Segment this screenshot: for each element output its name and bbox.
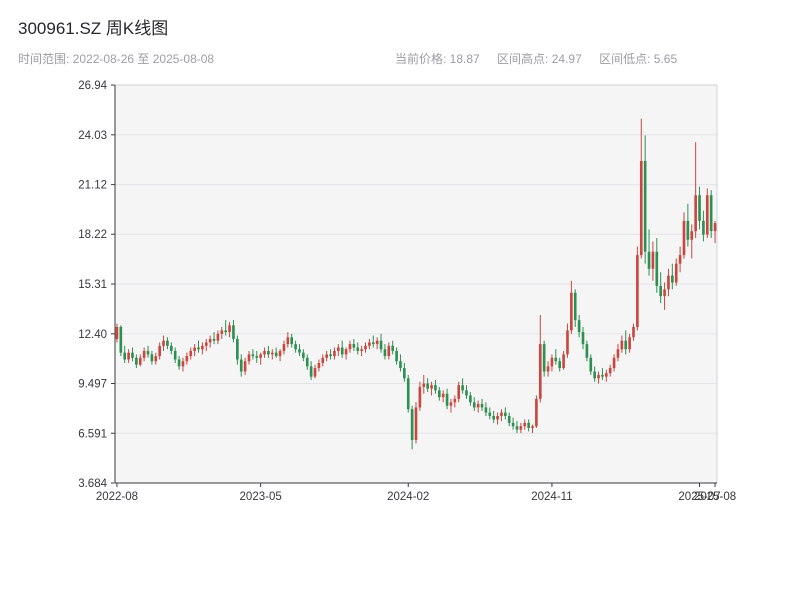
page-title: 300961.SZ 周K线图 bbox=[18, 19, 169, 38]
svg-text:2024-02: 2024-02 bbox=[387, 491, 429, 503]
svg-text:2023-05: 2023-05 bbox=[240, 491, 282, 503]
range-high-label: 区间高点: 24.97 bbox=[497, 52, 582, 66]
svg-text:18.22: 18.22 bbox=[78, 229, 107, 241]
svg-text:9.497: 9.497 bbox=[78, 379, 107, 391]
svg-text:24.03: 24.03 bbox=[78, 130, 107, 142]
current-price-label: 当前价格: 18.87 bbox=[395, 52, 480, 66]
svg-text:6.591: 6.591 bbox=[78, 428, 107, 440]
svg-text:2025-08: 2025-08 bbox=[694, 491, 736, 503]
svg-text:2022-08: 2022-08 bbox=[96, 491, 138, 503]
svg-text:21.12: 21.12 bbox=[78, 180, 107, 192]
range-low-label: 区间低点: 5.65 bbox=[599, 52, 678, 66]
price-stats: 当前价格: 18.87 区间高点: 24.97 区间低点: 5.65 bbox=[395, 50, 691, 67]
svg-text:3.684: 3.684 bbox=[78, 478, 107, 490]
svg-text:12.40: 12.40 bbox=[78, 329, 107, 341]
svg-text:2024-11: 2024-11 bbox=[531, 491, 572, 503]
svg-text:2025-07: 2025-07 bbox=[678, 491, 720, 503]
svg-text:26.94: 26.94 bbox=[78, 80, 107, 92]
time-range-label: 时间范围: 2022-08-26 至 2025-08-08 bbox=[18, 52, 215, 66]
svg-text:15.31: 15.31 bbox=[78, 279, 107, 291]
